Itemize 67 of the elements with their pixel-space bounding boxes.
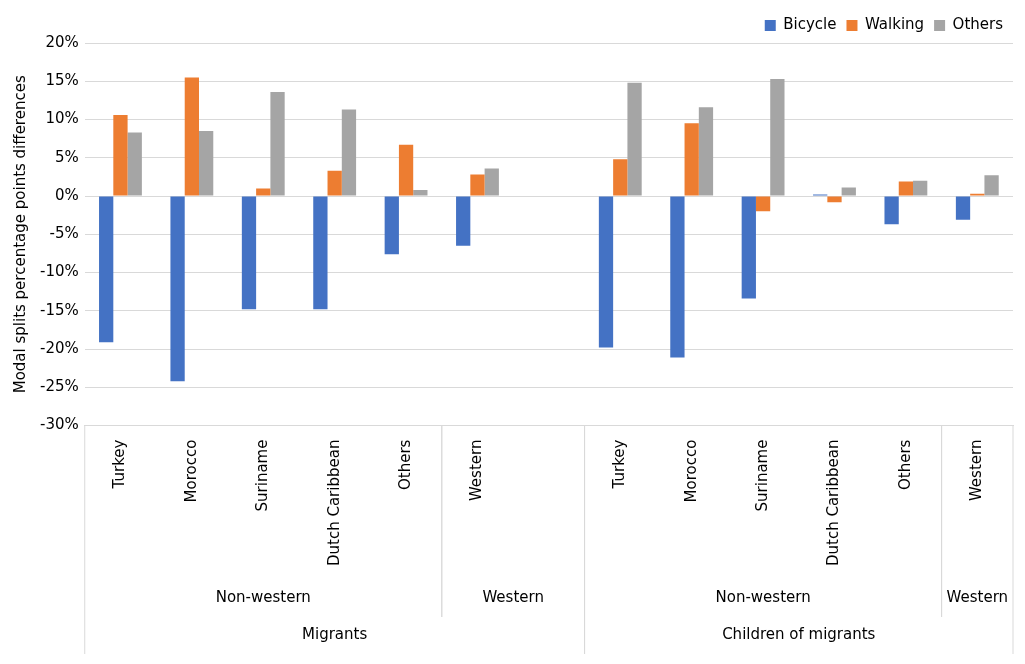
y-tick-label: 10% (45, 109, 79, 128)
bar (199, 130, 214, 196)
x-tick-label: Western (967, 439, 986, 502)
bar (670, 196, 685, 358)
bar (99, 196, 114, 343)
x-tick-label: Western (467, 439, 486, 502)
bar (113, 114, 128, 196)
y-tick-label: -30% (39, 415, 79, 434)
text: Children of migrants (722, 625, 876, 644)
bar (127, 132, 142, 196)
bar (241, 196, 257, 310)
x-tick-label: Morocco (181, 439, 200, 503)
x-tick-label: Others (395, 439, 414, 490)
bar (270, 91, 285, 196)
y-axis-title: Modal splits percentage points differences (10, 75, 29, 394)
bar (384, 196, 399, 255)
bar (770, 78, 785, 196)
bar (898, 181, 914, 196)
bar (841, 187, 856, 196)
bar (170, 196, 185, 382)
bar (955, 196, 971, 220)
bar (613, 159, 628, 196)
y-tick-label: -10% (39, 262, 79, 281)
x-tick-label: Suriname (253, 439, 272, 512)
bar (884, 196, 899, 225)
bar (984, 175, 999, 196)
y-tick-label: -25% (39, 377, 79, 396)
y-tick-label: -20% (39, 338, 79, 357)
bar (456, 196, 471, 246)
bar (698, 107, 714, 196)
text: Non-western (715, 588, 811, 607)
bar (684, 123, 699, 196)
legend-label: Walking (864, 15, 925, 34)
bar (327, 170, 342, 196)
legend-label: Bicycle (783, 15, 837, 34)
y-tick-label: 0% (54, 185, 79, 204)
x-tick-label: Turkey (610, 439, 629, 490)
bar (827, 196, 842, 203)
y-tick-label: -5% (49, 224, 79, 243)
x-tick-label: Others (895, 439, 914, 490)
bar (755, 196, 771, 212)
x-tick-label: Dutch Caribbean (824, 439, 843, 567)
bar (256, 188, 271, 196)
bar (913, 180, 928, 196)
bar (398, 144, 414, 196)
bar (184, 77, 199, 196)
x-tick-label: Suriname (752, 439, 771, 512)
x-tick-label: Dutch Caribbean (324, 439, 343, 567)
x-tick-label: Morocco (681, 439, 700, 503)
bar (598, 196, 614, 348)
text: Western (946, 588, 1009, 607)
text: Migrants (302, 625, 368, 644)
y-tick-label: 5% (54, 147, 79, 166)
text: Non-western (215, 588, 311, 607)
y-tick-label: -15% (39, 300, 79, 319)
bar (627, 82, 642, 196)
legend-label: Others (952, 15, 1004, 34)
bar (313, 196, 328, 310)
y-tick-label: 20% (45, 32, 79, 51)
x-tick-label: Turkey (110, 439, 129, 490)
bar (413, 189, 428, 196)
text: Western (482, 588, 544, 607)
bar (484, 168, 499, 196)
bar (341, 109, 357, 196)
bar (741, 196, 756, 299)
y-tick-label: 15% (45, 71, 79, 90)
bar (470, 174, 485, 196)
